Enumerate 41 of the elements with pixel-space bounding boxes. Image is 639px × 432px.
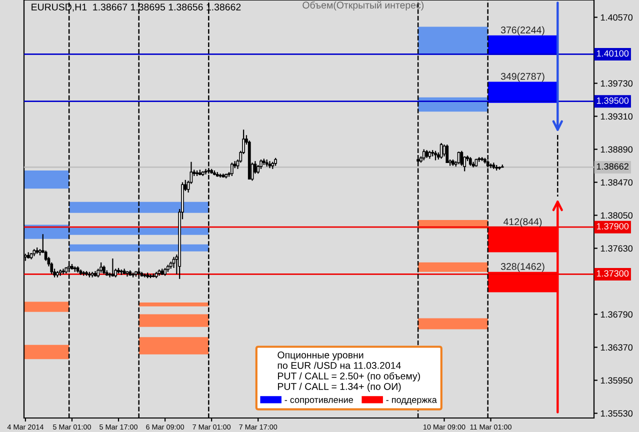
y-tick-label: 1.36370 (600, 344, 633, 351)
y-tick-label: 1.39730 (600, 80, 633, 87)
candlestick (422, 148, 426, 161)
ref-line-label: 1.38662 (596, 163, 628, 170)
annotation: 376(2244) (500, 26, 544, 36)
annotation: 349(2787) (500, 72, 544, 82)
chart-title: EURUSD,H1 1.38667 1.38695 1.38656 1.38662 (32, 4, 241, 12)
legend-label: - сопротивление (284, 398, 353, 405)
candlestick (434, 150, 437, 161)
bar (488, 82, 558, 103)
bar (138, 302, 209, 306)
ref-line-label: 1.39500 (596, 97, 629, 104)
bar (418, 318, 488, 330)
candlestick (260, 158, 262, 170)
annotation: 412(844) (504, 218, 542, 228)
ref-line-label: 1.37300 (596, 270, 629, 277)
y-tick-label: 1.37630 (600, 245, 633, 252)
candlestick (100, 262, 103, 274)
y-tick-label: 1.38050 (600, 212, 633, 219)
ref-line-label: 1.37900 (596, 223, 629, 230)
legend-title: Опционные уровни по EUR /USD на 11.03.2014 PUT / CALL = 2.50+ (по объему) PUT / CALL = 1.34+ (по ОИ) (278, 352, 420, 392)
candlestick (230, 162, 234, 177)
annotation: 328(1462) (500, 262, 544, 272)
candlestick (460, 150, 464, 166)
y-tick-label: 1.35530 (600, 410, 633, 417)
candlestick (446, 144, 449, 164)
y-tick-label: 1.40570 (600, 14, 633, 21)
candlestick (204, 168, 208, 175)
y-tick-label: 1.38470 (600, 179, 633, 186)
y-tick-label: 1.36790 (600, 311, 633, 318)
bar (138, 314, 209, 327)
candlestick (440, 142, 443, 160)
bar (418, 262, 488, 272)
ref-line-label: 1.40100 (596, 50, 629, 57)
legend-label: - поддержка (386, 398, 437, 405)
y-tick-label: 1.38890 (600, 146, 633, 153)
y-tick-label: 1.35950 (600, 377, 633, 384)
bar (138, 337, 209, 354)
y-tick-label: 1.39310 (600, 113, 633, 120)
bar (418, 26, 488, 55)
annotation: Объем(Открытый интерес) (302, 1, 424, 10)
